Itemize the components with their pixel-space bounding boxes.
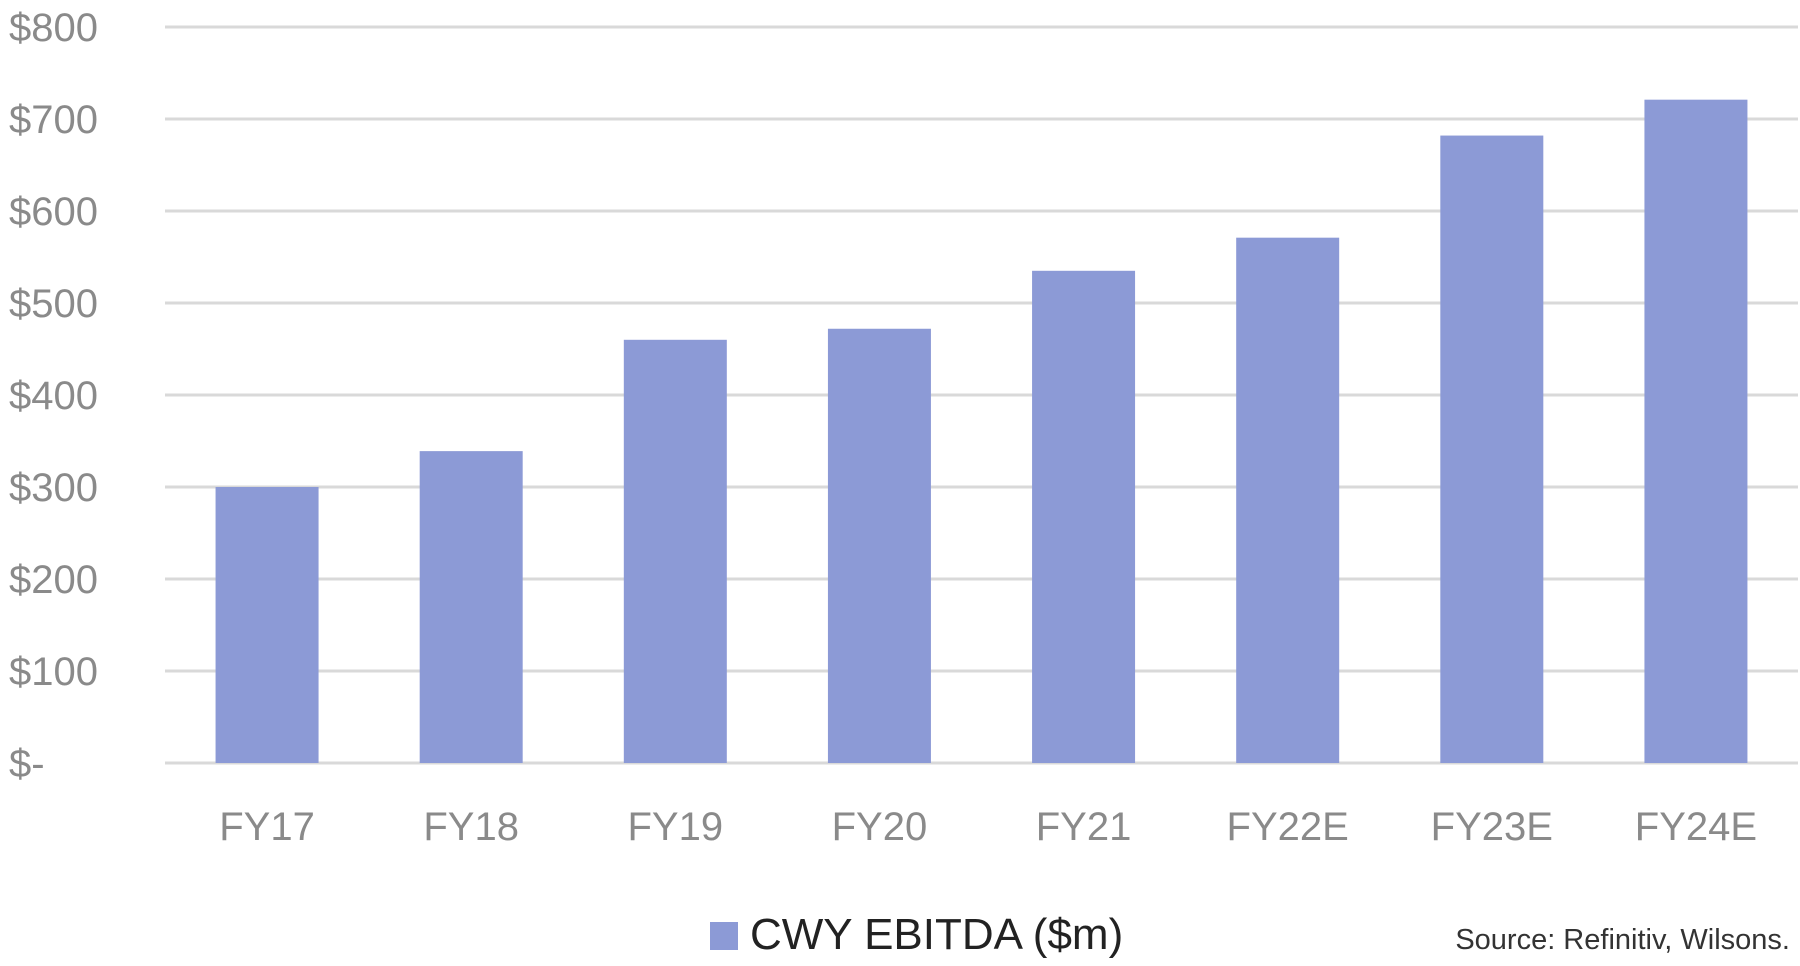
x-tick-label: FY24E (1635, 805, 1757, 849)
bar-fy21 (1032, 270, 1136, 763)
bar-fy24e (1644, 99, 1748, 764)
x-tick-label: FY21 (1036, 805, 1132, 849)
y-tick-label: $- (9, 742, 45, 786)
legend-label: CWY EBITDA ($m) (750, 910, 1123, 959)
y-tick-label: $400 (9, 374, 98, 418)
gridlines (165, 25, 1798, 765)
x-tick-label: FY17 (219, 805, 315, 849)
y-tick-label: $200 (9, 558, 98, 602)
y-tick-label: $700 (9, 98, 98, 142)
x-axis-tick-labels: FY17 FY18 FY19 FY20 FY21 FY22E FY23E FY24E (219, 805, 1757, 849)
bar-fy22e (1236, 237, 1340, 763)
x-tick-label: FY18 (423, 805, 519, 849)
x-tick-label: FY20 (832, 805, 928, 849)
y-tick-label: $500 (9, 282, 98, 326)
legend: CWY EBITDA ($m) (710, 910, 1123, 959)
bar-fy20 (827, 328, 931, 763)
y-axis-tick-labels: $- $100 $200 $300 $400 $500 $600 $700 $800 (9, 6, 98, 786)
legend-swatch (710, 922, 738, 950)
bar-fy19 (623, 339, 727, 763)
bar-fy23e (1440, 135, 1544, 763)
y-tick-label: $800 (9, 6, 98, 50)
bars (215, 99, 1748, 764)
x-tick-label: FY23E (1431, 805, 1553, 849)
x-tick-label: FY19 (628, 805, 724, 849)
y-tick-label: $300 (9, 466, 98, 510)
source-note: Source: Refinitiv, Wilsons. (1455, 924, 1790, 956)
bar-fy18 (419, 451, 523, 763)
y-tick-label: $600 (9, 190, 98, 234)
x-tick-label: FY22E (1227, 805, 1349, 849)
y-tick-label: $100 (9, 650, 98, 694)
bar-fy17 (215, 487, 319, 763)
